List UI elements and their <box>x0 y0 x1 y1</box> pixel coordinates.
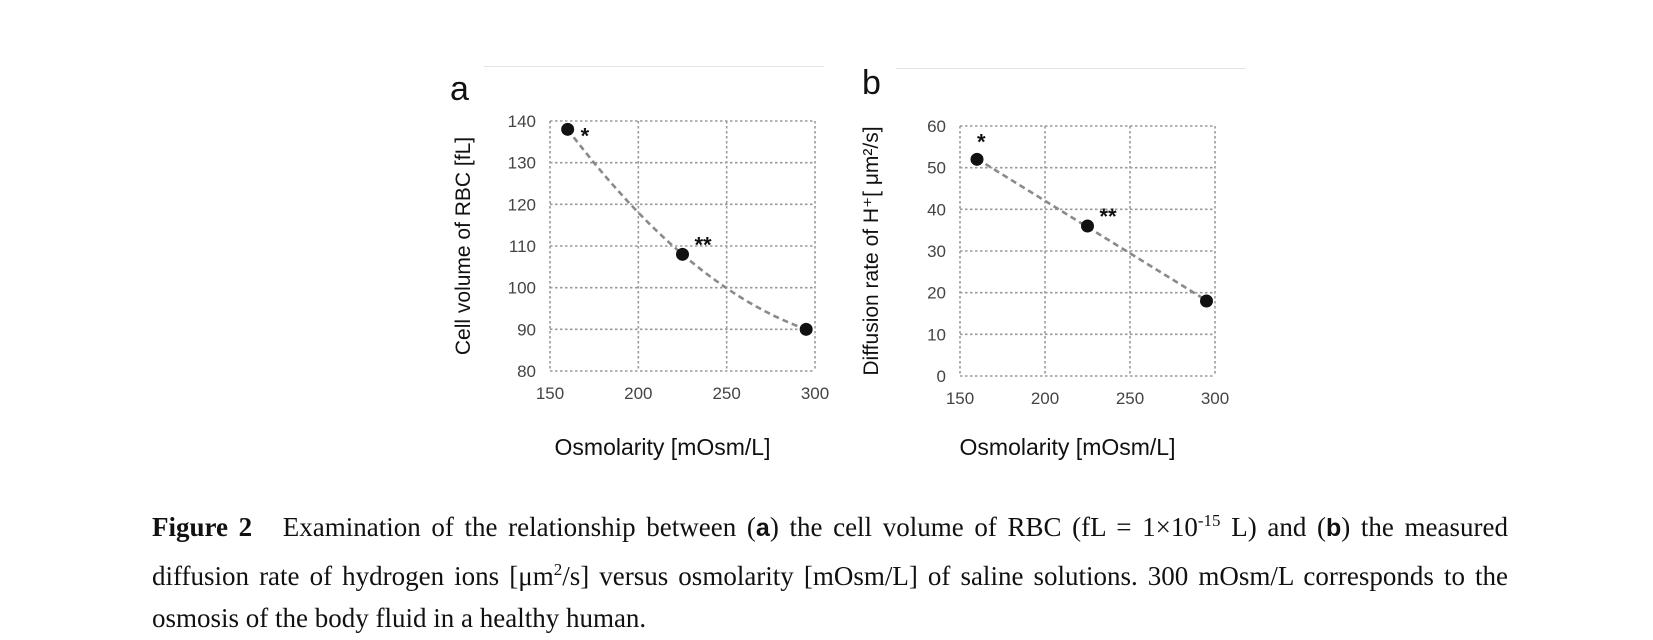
data-point <box>1081 219 1094 233</box>
chart-panel-a: a 150 200 250 300 80 90 100 110 120 130 140 Osmolari… <box>450 70 829 460</box>
significance-label: * <box>581 123 590 148</box>
x-tick-label: 300 <box>1201 389 1229 408</box>
panel-b-frame <box>896 68 1246 69</box>
x-tick-label: 150 <box>946 389 974 408</box>
x-tick-label: 200 <box>624 384 652 403</box>
data-point <box>676 247 689 261</box>
x-tick-label: 150 <box>536 384 564 403</box>
x-tick-label: 250 <box>712 384 740 403</box>
caption-text-2: ) the cell volume of RBC (fL = 1×10 <box>769 512 1198 542</box>
y-tick-label: 30 <box>927 242 946 261</box>
y-tick-label: 20 <box>927 284 946 303</box>
significance-label: ** <box>695 232 713 257</box>
caption-text-1: Examination of the relationship between … <box>282 512 756 542</box>
data-point <box>970 152 984 166</box>
y-tick-label: 50 <box>927 159 946 178</box>
data-point <box>1200 294 1213 308</box>
significance-label: ** <box>1100 204 1118 229</box>
caption-text-3: L) and ( <box>1220 512 1326 542</box>
caption-text-5: /s] versus osmolarity [mOsm/L] of saline… <box>152 561 1508 633</box>
y-axis-label: Diffusion rate of H⁺[ μm²/s] <box>860 126 883 375</box>
y-tick-label: 90 <box>517 320 536 339</box>
x-tick-label: 250 <box>1116 389 1144 408</box>
x-axis-label: Osmolarity [mOsm/L] <box>960 434 1176 460</box>
y-tick-label: 60 <box>927 117 946 136</box>
y-tick-label: 120 <box>508 195 536 214</box>
x-tick-label: 200 <box>1031 389 1059 408</box>
y-tick-label: 10 <box>927 325 946 344</box>
caption-text-4: ) the measured diffusion rate of hydroge… <box>152 512 1508 591</box>
y-tick-label: 110 <box>509 237 536 256</box>
x-tick-label: 300 <box>801 384 829 403</box>
panel-letter-a: a <box>450 70 469 108</box>
y-tick-label: 140 <box>508 112 536 131</box>
figure-caption: Figure 2 Examination of the relationship… <box>152 500 1508 639</box>
panel-a-frame <box>484 66 824 67</box>
caption-superscript-2: 2 <box>553 560 563 579</box>
trend-line <box>566 128 805 330</box>
y-tick-label: 0 <box>937 367 946 386</box>
y-tick-label: 130 <box>508 154 536 173</box>
panel-letter-b: b <box>862 64 881 102</box>
y-tick-label: 80 <box>517 362 536 381</box>
chart-panel-b: b 150 200 250 300 0 10 20 30 40 50 60 Osmolarity [mO… <box>860 64 1229 460</box>
caption-panel-b-ref: b <box>1325 514 1342 542</box>
data-point <box>561 122 575 136</box>
x-axis-label: Osmolarity [mOsm/L] <box>555 434 771 460</box>
y-axis-label: Cell volume of RBC [fL] <box>452 137 475 355</box>
caption-exponent: -15 <box>1197 511 1221 530</box>
y-tick-label: 40 <box>927 200 946 219</box>
caption-panel-a-ref: a <box>755 514 770 542</box>
y-tick-label: 100 <box>508 279 536 298</box>
data-point <box>799 322 813 336</box>
significance-label: * <box>977 129 986 154</box>
figure-number: Figure 2 <box>152 512 253 542</box>
